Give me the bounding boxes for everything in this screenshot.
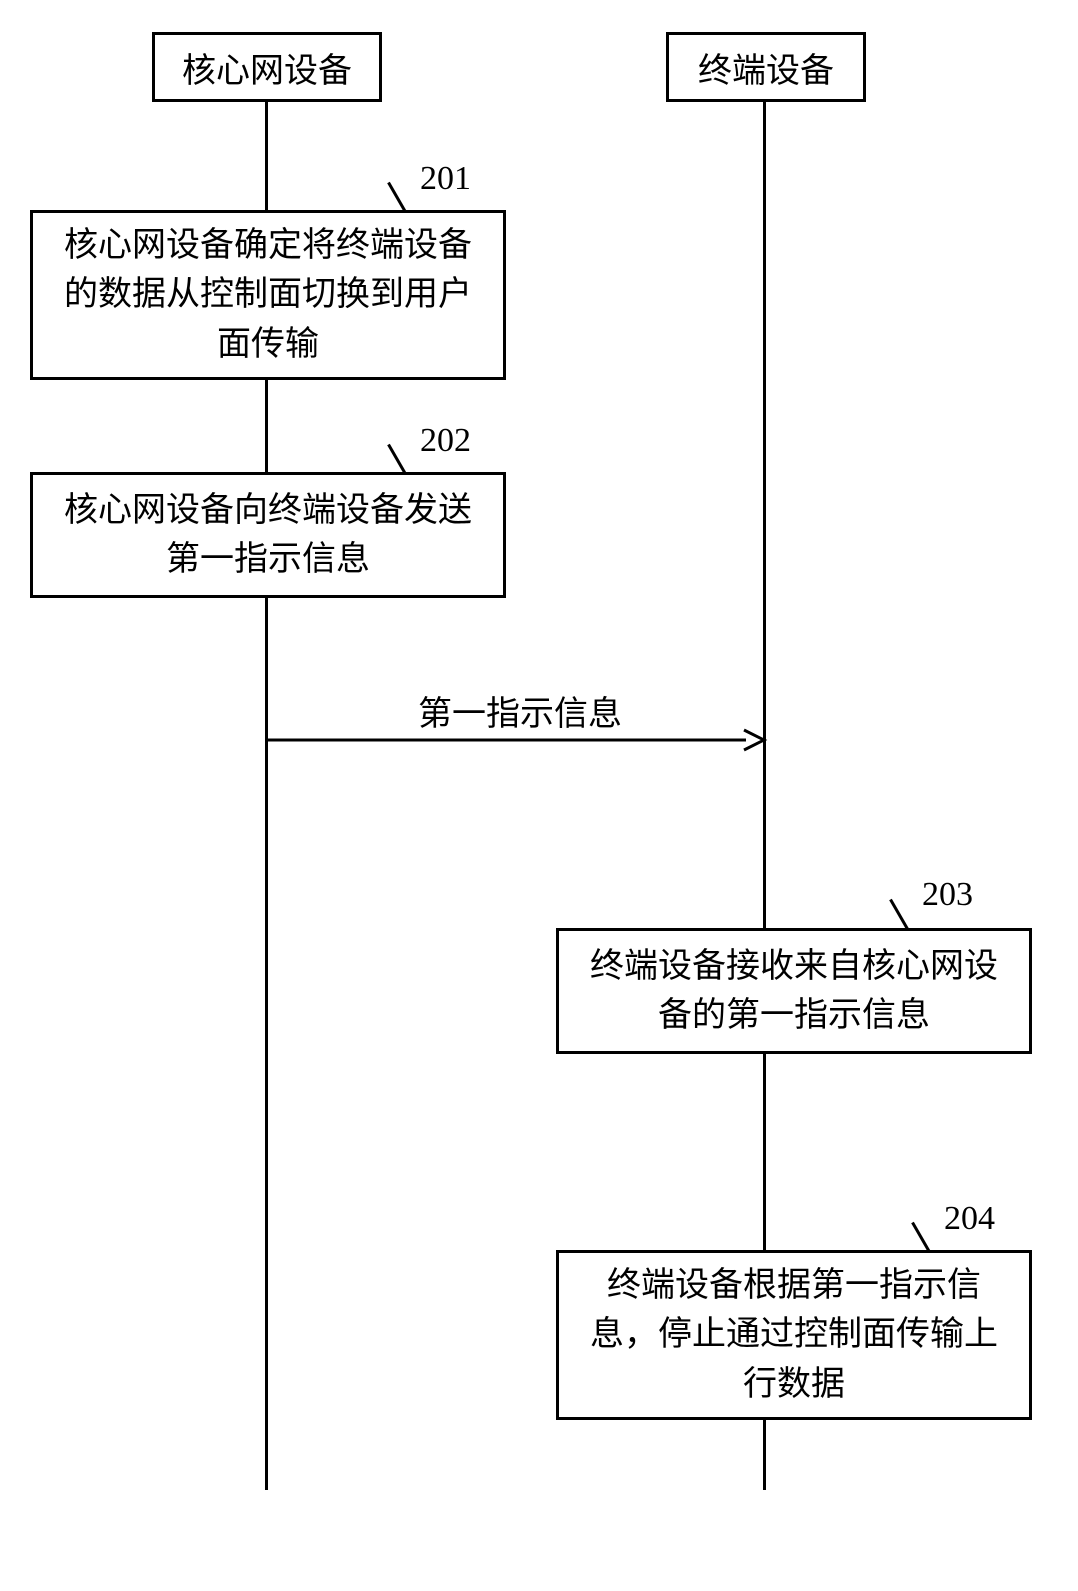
terminal-header-label: 终端设备 [698, 43, 834, 92]
step-203-text: 终端设备接收来自核心网设备的第一指示信息 [577, 942, 1011, 1041]
terminal-header: 终端设备 [666, 32, 866, 102]
step-204-box: 终端设备根据第一指示信息，停止通过控制面传输上行数据 [556, 1250, 1032, 1420]
core-header-label: 核心网设备 [182, 43, 352, 92]
connector-201-202 [265, 380, 268, 472]
step-201-text: 核心网设备确定将终端设备的数据从控制面切换到用户面传输 [51, 221, 485, 369]
step-202-box: 核心网设备向终端设备发送第一指示信息 [30, 472, 506, 598]
step-204-text: 终端设备根据第一指示信息，停止通过控制面传输上行数据 [577, 1261, 1011, 1409]
step-203-box: 终端设备接收来自核心网设备的第一指示信息 [556, 928, 1032, 1054]
message-arrow [266, 730, 766, 752]
step-203-num: 203 [922, 876, 973, 914]
step-202-tick [387, 444, 407, 475]
step-202-text: 核心网设备向终端设备发送第一指示信息 [51, 486, 485, 585]
step-201-num: 201 [420, 160, 471, 198]
step-201-tick [387, 182, 407, 213]
core-header: 核心网设备 [152, 32, 382, 102]
step-204-num: 204 [944, 1200, 995, 1238]
connector-203-204 [763, 1054, 766, 1250]
step-204-tick [911, 1222, 931, 1253]
message-label: 第一指示信息 [400, 686, 640, 735]
step-202-num: 202 [420, 422, 471, 460]
step-201-box: 核心网设备确定将终端设备的数据从控制面切换到用户面传输 [30, 210, 506, 380]
step-203-tick [889, 899, 909, 930]
